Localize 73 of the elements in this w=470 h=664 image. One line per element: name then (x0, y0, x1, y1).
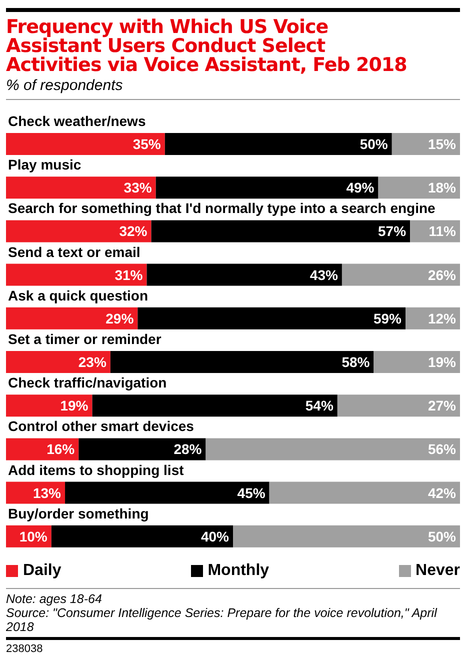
data-label: 12% (428, 310, 457, 326)
bar (65, 482, 270, 504)
data-label: 31% (114, 266, 144, 283)
legend-label: Never (416, 562, 460, 580)
data-label: 15% (428, 136, 457, 152)
bar (6, 133, 165, 155)
bar (51, 525, 233, 548)
bar (269, 482, 460, 504)
data-label: 27% (428, 398, 457, 414)
data-label: 16% (46, 441, 76, 458)
data-label: 32% (119, 223, 148, 240)
data-label: 58% (342, 354, 370, 370)
bar (78, 438, 206, 460)
bar (156, 176, 378, 199)
data-label: 18% (428, 180, 457, 196)
y-tick-label: Check weather/news (8, 113, 146, 129)
bar (138, 307, 406, 330)
bar (6, 307, 138, 330)
bar (374, 351, 460, 373)
bar (146, 264, 342, 286)
y-tick-label: Buy/order something (8, 505, 149, 522)
bar (6, 264, 147, 286)
data-label: 19% (60, 398, 89, 414)
bar (342, 264, 460, 286)
chart-title: Frequency with Which US Voice Assistant Users Conduct Select Activities via Voice Assistant, Feb 2018 (6, 16, 408, 76)
bar (337, 394, 460, 417)
data-label: 28% (174, 441, 202, 458)
legend-label: Daily (23, 562, 62, 580)
source-note: Source: "Consumer Intelligence Series: Prepare for the voice revolution," April 2018 (6, 606, 438, 634)
data-label: 40% (200, 528, 230, 544)
data-label: 19% (428, 354, 457, 370)
y-tick-label: Check traffic/navigation (8, 374, 167, 391)
data-label: 49% (346, 180, 375, 196)
text: Note: ages 18-64 (6, 592, 103, 606)
data-label: 23% (78, 354, 107, 370)
data-label: 59% (373, 310, 402, 326)
bar (6, 438, 79, 460)
data-label: 11% (428, 223, 457, 240)
text: 238038 (6, 637, 460, 655)
chart-subtitle: % of respondents (6, 77, 460, 100)
data-label: 29% (106, 310, 134, 326)
bar (151, 220, 410, 242)
data-label: 10% (19, 528, 48, 544)
data-label: 43% (310, 266, 338, 283)
y-tick-label: Play music (8, 156, 82, 173)
data-label: 35% (132, 136, 162, 152)
bar (378, 176, 460, 199)
data-label: 50% (428, 528, 457, 544)
legend-label: Monthly (208, 562, 270, 580)
bar (6, 176, 156, 199)
data-label: 33% (124, 180, 152, 196)
y-tick-label: Set a timer or reminder (8, 331, 162, 347)
bar (233, 525, 460, 548)
y-tick-label: Ask a quick question (8, 287, 148, 304)
y-tick-label: Control other smart devices (8, 418, 194, 434)
data-label: 26% (428, 266, 457, 283)
data-label: 50% (360, 136, 388, 152)
y-tick-label: Add items to shopping list (8, 462, 184, 478)
bar (164, 133, 392, 155)
bar (6, 220, 152, 242)
y-tick-label: Search for something that I'd normally type into a search engine (8, 200, 436, 216)
bar (6, 351, 110, 373)
data-label: 57% (378, 223, 407, 240)
data-label: 56% (428, 441, 457, 458)
y-tick-label: Send a text or email (8, 244, 140, 260)
data-label: 45% (237, 484, 266, 501)
bar (92, 394, 338, 417)
data-label: 42% (428, 484, 457, 501)
bar (6, 394, 92, 417)
data-label: 54% (305, 398, 334, 414)
bar (206, 438, 460, 460)
data-label: 13% (32, 484, 62, 501)
bar (110, 351, 374, 373)
